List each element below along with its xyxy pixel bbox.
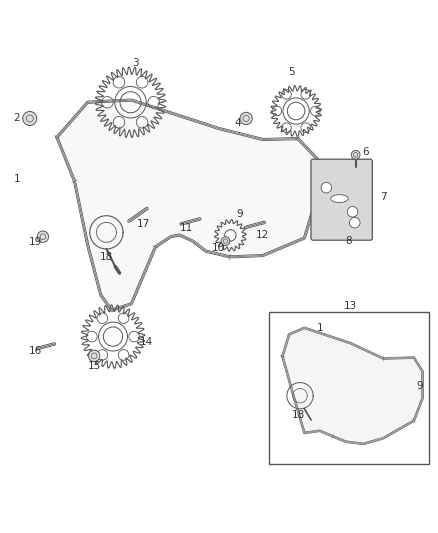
- Text: 1: 1: [14, 174, 21, 184]
- Text: 19: 19: [29, 237, 42, 247]
- Text: 2: 2: [13, 114, 20, 124]
- Text: 9: 9: [237, 209, 244, 219]
- Circle shape: [240, 112, 252, 125]
- Text: 14: 14: [140, 337, 153, 347]
- Text: 7: 7: [380, 192, 387, 203]
- Circle shape: [350, 217, 360, 228]
- Ellipse shape: [331, 195, 348, 203]
- Text: 11: 11: [180, 223, 193, 233]
- Text: 4: 4: [234, 118, 241, 128]
- Circle shape: [23, 111, 37, 125]
- Circle shape: [221, 237, 230, 246]
- Circle shape: [88, 350, 100, 361]
- Text: 6: 6: [362, 147, 369, 157]
- Text: 8: 8: [345, 236, 352, 246]
- Text: 13: 13: [344, 301, 357, 311]
- Text: 12: 12: [256, 230, 269, 240]
- Text: 15: 15: [88, 361, 101, 372]
- Polygon shape: [57, 100, 318, 310]
- Text: 9: 9: [416, 381, 423, 391]
- Circle shape: [351, 150, 360, 159]
- Circle shape: [321, 182, 332, 193]
- Text: 5: 5: [288, 67, 295, 77]
- Text: 16: 16: [29, 345, 42, 356]
- Text: 18: 18: [292, 409, 305, 419]
- Text: 18: 18: [99, 252, 113, 262]
- Text: 10: 10: [212, 243, 225, 253]
- Text: 17: 17: [137, 219, 150, 229]
- Polygon shape: [283, 328, 423, 444]
- Text: 3: 3: [132, 58, 139, 68]
- Circle shape: [347, 206, 358, 217]
- Text: 1: 1: [316, 323, 323, 333]
- Circle shape: [37, 231, 49, 243]
- FancyBboxPatch shape: [269, 312, 429, 464]
- FancyBboxPatch shape: [311, 159, 372, 240]
